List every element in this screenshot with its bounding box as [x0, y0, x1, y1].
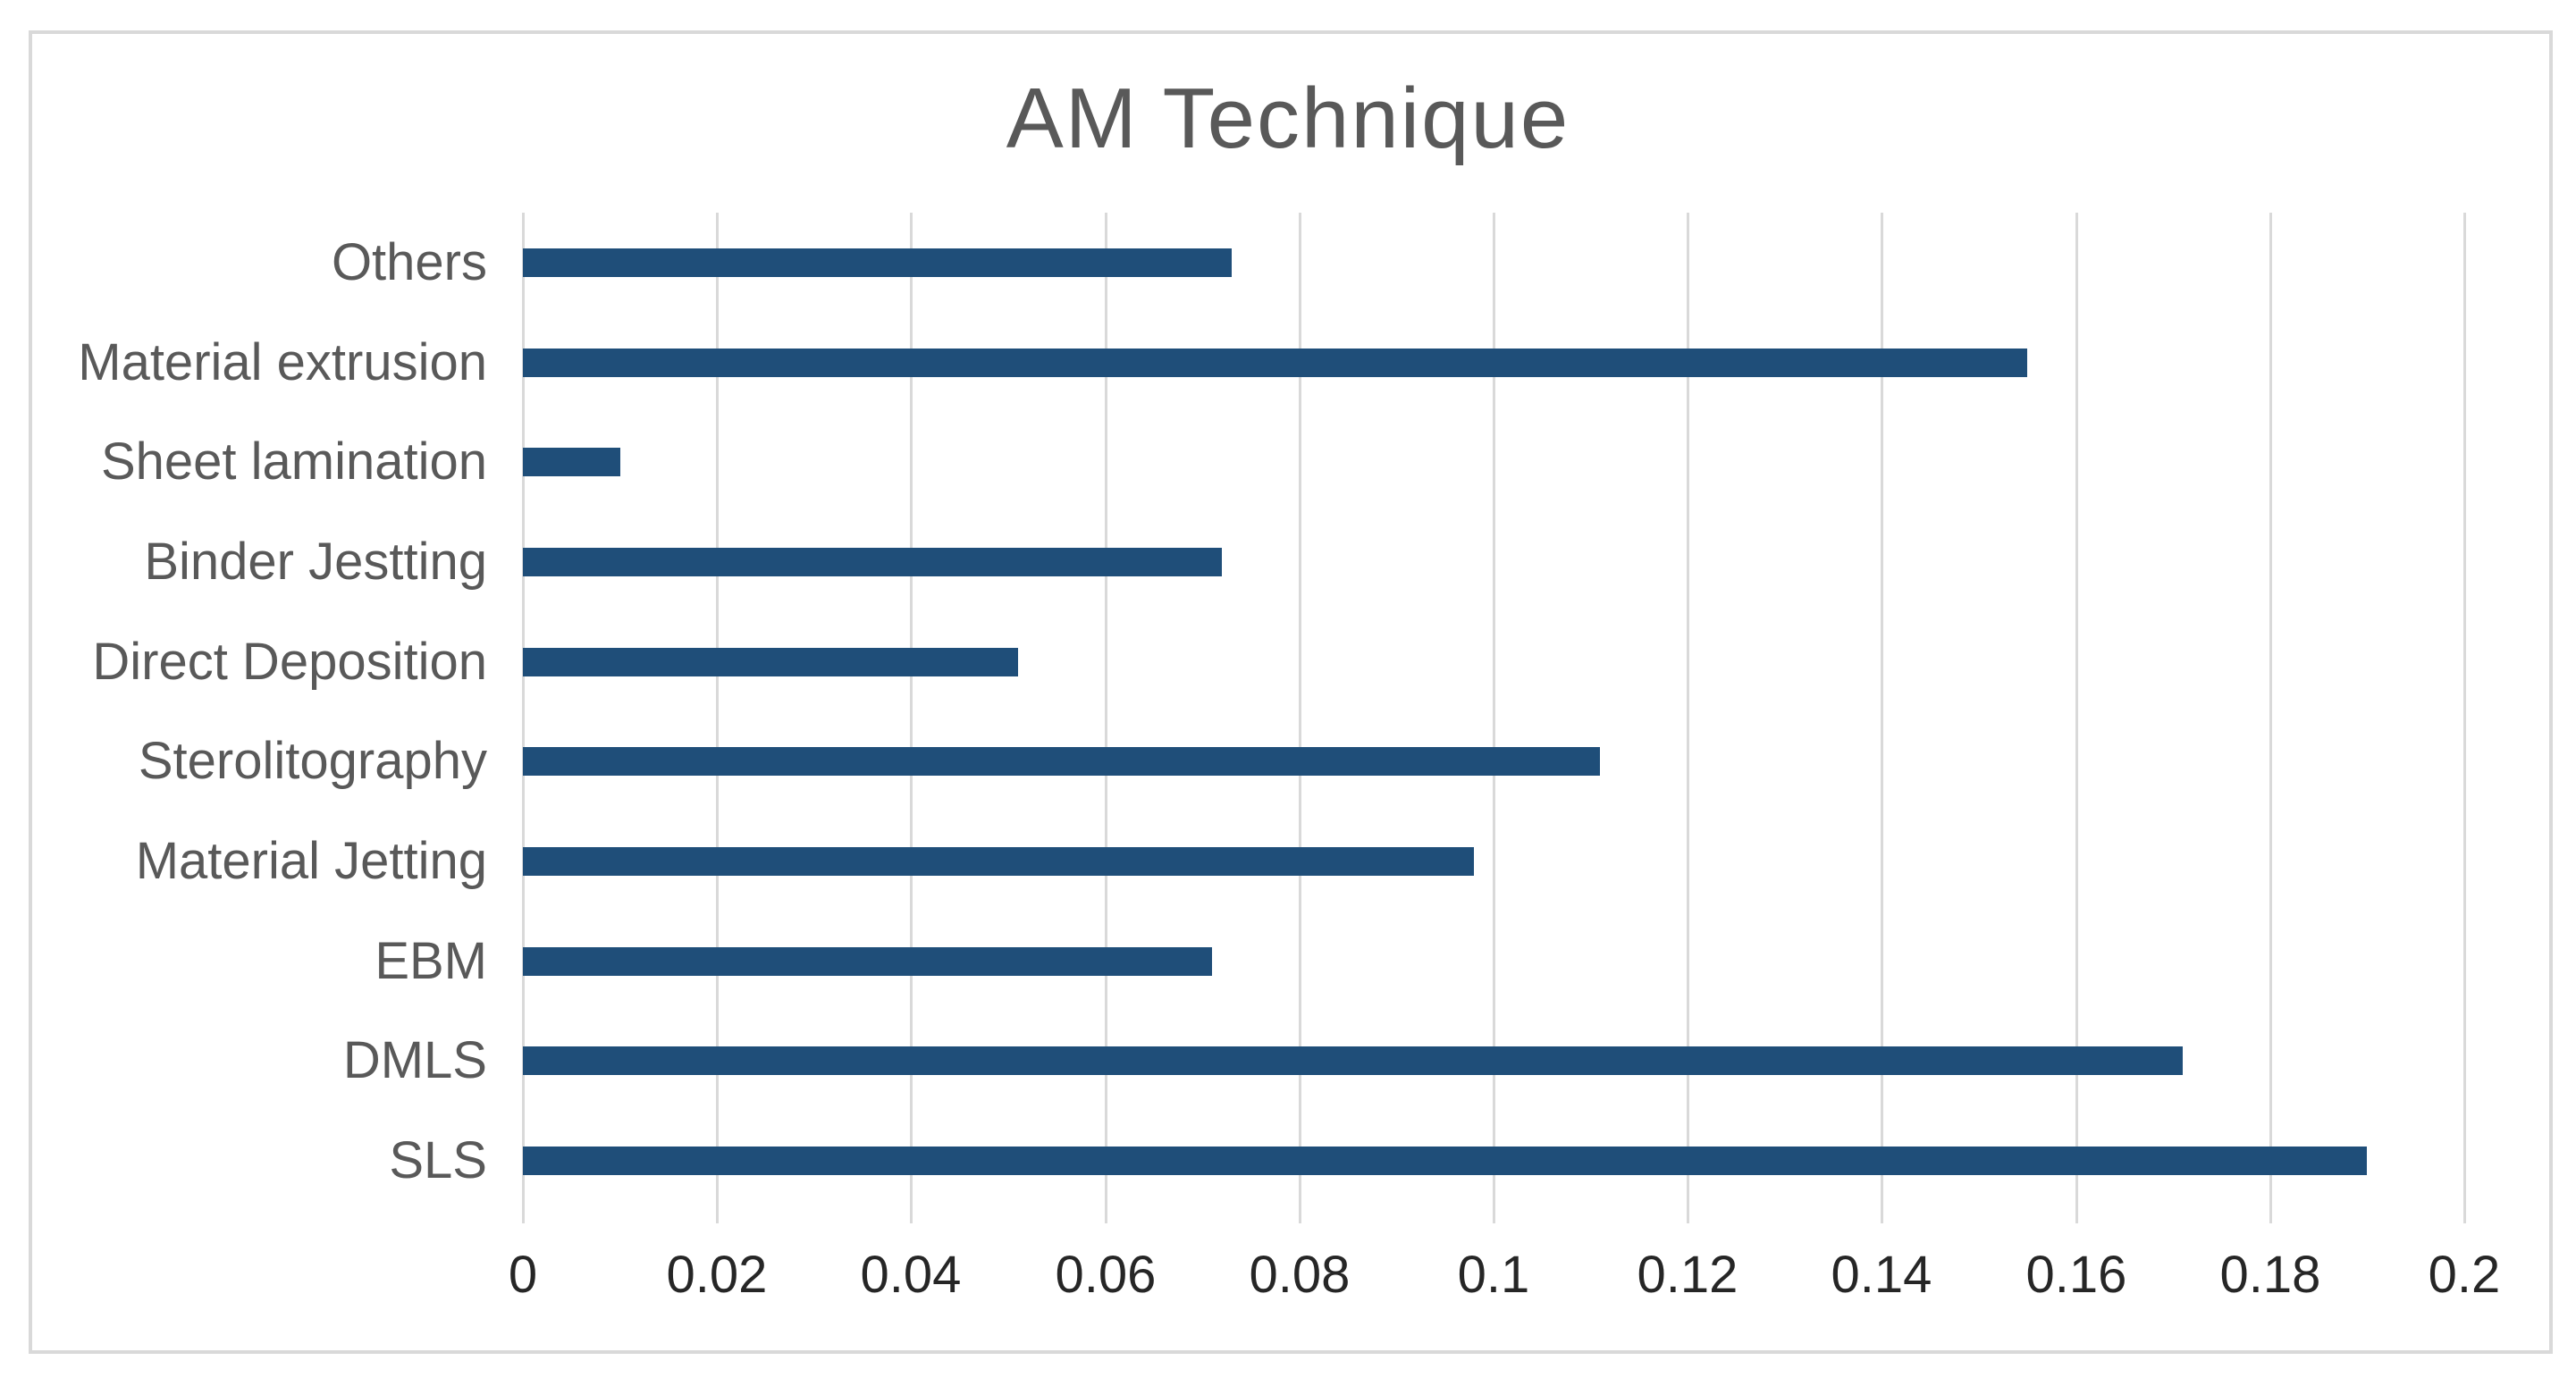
category-label: Sterolitography	[138, 732, 487, 790]
x-tick-label: 0.12	[1637, 1246, 1738, 1304]
x-tick-label: 0.14	[1831, 1246, 1932, 1304]
plot-area	[522, 213, 2466, 1223]
x-tick-label: 0.2	[2428, 1246, 2501, 1304]
bar-sheet-lamination	[523, 448, 620, 476]
bar-ebm	[523, 947, 1212, 976]
x-tick-label: 0.04	[860, 1246, 962, 1304]
x-tick-label: 0	[508, 1246, 538, 1304]
category-label: Others	[331, 233, 487, 291]
bar-sls	[523, 1147, 2367, 1175]
x-tick-label: 0.08	[1249, 1246, 1351, 1304]
x-tick-label: 0.16	[2025, 1246, 2127, 1304]
bar-sterolitography	[523, 747, 1600, 776]
category-label: Sheet lamination	[100, 433, 487, 491]
x-tick-label: 0.1	[1457, 1246, 1530, 1304]
category-label: DMLS	[342, 1031, 487, 1089]
bar-dmls	[523, 1046, 2183, 1075]
gridline	[1881, 213, 1884, 1223]
gridline	[1687, 213, 1690, 1223]
x-tick-label: 0.06	[1055, 1246, 1157, 1304]
bar-direct-deposition	[523, 648, 1018, 676]
gridline	[1104, 213, 1107, 1223]
gridline	[2269, 213, 2272, 1223]
gridline	[910, 213, 913, 1223]
gridline	[522, 213, 525, 1223]
bar-material-jetting	[523, 847, 1474, 876]
x-tick-label: 0.18	[2219, 1246, 2321, 1304]
x-tick-label: 0.02	[666, 1246, 768, 1304]
category-label: Direct Deposition	[92, 633, 487, 691]
category-label: Material extrusion	[78, 333, 487, 391]
category-label: EBM	[375, 932, 487, 990]
category-label: Material Jetting	[135, 832, 487, 890]
gridline	[2463, 213, 2466, 1223]
bar-material-extrusion	[523, 349, 2027, 377]
category-label: SLS	[389, 1131, 487, 1189]
bar-binder-jestting	[523, 548, 1222, 576]
gridline	[1493, 213, 1495, 1223]
category-label: Binder Jestting	[144, 533, 487, 591]
gridline	[1298, 213, 1301, 1223]
gridline	[2075, 213, 2078, 1223]
chart-frame	[29, 30, 2553, 1354]
gridline	[716, 213, 720, 1223]
bar-others	[523, 248, 1232, 277]
chart-title: AM Technique	[1006, 71, 1570, 166]
